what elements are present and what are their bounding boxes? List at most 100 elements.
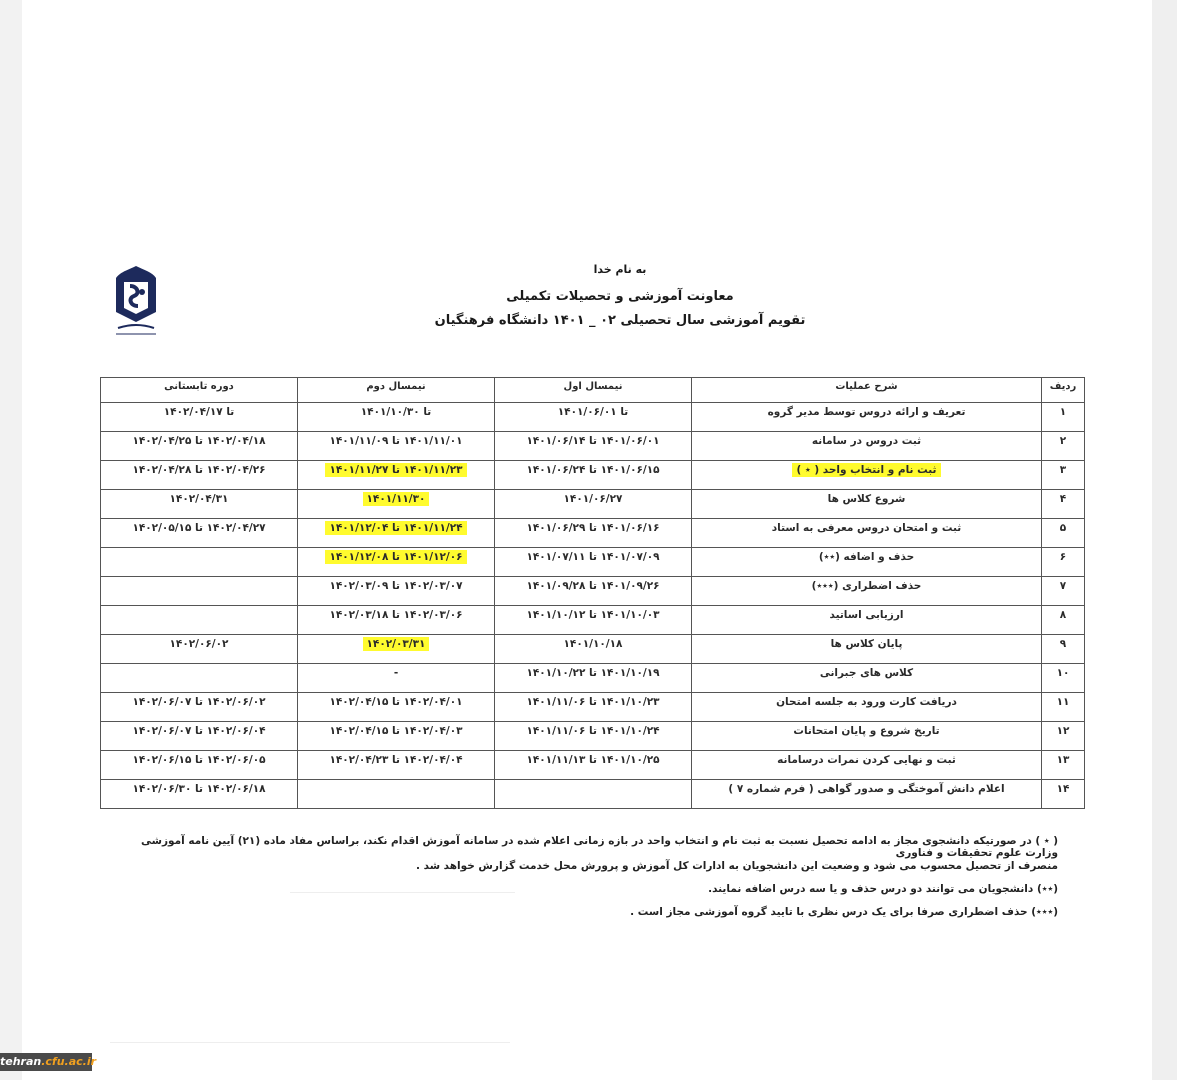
cell-text: ۱۴۰۱/۰۶/۰۱ تا ۱۴۰۱/۰۶/۱۴ — [526, 435, 660, 447]
cell-second-semester: ۱۴۰۱/۱۲/۰۶ تا ۱۴۰۱/۱۲/۰۸ — [297, 547, 495, 577]
cell-second-semester: ۱۴۰۱/۱۱/۰۱ تا ۱۴۰۱/۱۱/۰۹ — [297, 431, 495, 461]
cell-row-number: ۵ — [1041, 518, 1085, 548]
cell-first-semester: ۱۴۰۱/۱۰/۲۵ تا ۱۴۰۱/۱۱/۱۳ — [494, 750, 692, 780]
cell-summer-term: ۱۴۰۲/۰۶/۱۸ تا ۱۴۰۲/۰۶/۳۰ — [100, 779, 298, 809]
cell-summer-term: ۱۴۰۲/۰۴/۱۸ تا ۱۴۰۲/۰۴/۲۵ — [100, 431, 298, 461]
cell-operation-description: ثبت نام و انتخاب واحد ( ٭ ) — [691, 460, 1042, 490]
cell-text: ۱۴۰۱/۱۱/۲۴ تا ۱۴۰۱/۱۲/۰۴ — [325, 521, 467, 535]
cell-text: اعلام دانش آموختگی و صدور گواهی ( فرم شم… — [728, 783, 1005, 795]
cell-text: ۱۴۰۲/۰۶/۰۴ تا ۱۴۰۲/۰۶/۰۷ — [132, 725, 266, 737]
cell-first-semester: ۱۴۰۱/۰۶/۱۵ تا ۱۴۰۱/۰۶/۲۴ — [494, 460, 692, 490]
cell-second-semester: - — [297, 663, 495, 693]
cell-text: ثبت دروس در سامانه — [811, 435, 922, 447]
cell-text: شروع کلاس ها — [827, 493, 906, 505]
cell-summer-term: ۱۴۰۲/۰۶/۰۴ تا ۱۴۰۲/۰۶/۰۷ — [100, 721, 298, 751]
table-row: ۷ حذف اضطراری (٭٭٭) ۱۴۰۱/۰۹/۲۶ تا ۱۴۰۱/۰۹/… — [100, 576, 1085, 606]
table-row: ۲ ثبت دروس در سامانه ۱۴۰۱/۰۶/۰۱ تا ۱۴۰۱/۰۶… — [100, 431, 1085, 461]
table-row: ۸ ارزیابی اساتید ۱۴۰۱/۱۰/۰۳ تا ۱۴۰۱/۱۰/۱۲ ۱… — [100, 605, 1085, 635]
cell-operation-description: پایان کلاس ها — [691, 634, 1042, 664]
footnote-2: (٭٭) دانشجویان می توانند دو درس حذف و یا… — [708, 883, 1058, 895]
cell-first-semester: ۱۴۰۱/۱۰/۲۳ تا ۱۴۰۱/۱۱/۰۶ — [494, 692, 692, 722]
cell-text: ۱۴ — [1056, 783, 1070, 795]
cell-second-semester: ۱۴۰۲/۰۴/۰۳ تا ۱۴۰۲/۰۴/۱۵ — [297, 721, 495, 751]
cell-summer-term: ۱۴۰۲/۰۴/۳۱ — [100, 489, 298, 519]
cell-text: ثبت و نهایی کردن نمرات درسامانه — [777, 754, 956, 766]
cell-text: ۱۴۰۱/۰۶/۲۷ — [563, 493, 623, 505]
cell-text: پایان کلاس ها — [830, 638, 903, 650]
cell-text: ۴ — [1059, 493, 1067, 505]
cell-first-semester: ۱۴۰۱/۰۶/۰۱ تا ۱۴۰۱/۰۶/۱۴ — [494, 431, 692, 461]
cell-text: ۱۴۰۲/۰۴/۰۴ تا ۱۴۰۲/۰۴/۲۳ — [329, 754, 463, 766]
page-margin-right — [1152, 0, 1177, 1080]
column-header-first-semester: نیمسال اول — [494, 377, 692, 403]
cell-row-number: ۱۴ — [1041, 779, 1085, 809]
cell-text: ۱۴۰۲/۰۳/۰۷ تا ۱۴۰۲/۰۳/۰۹ — [329, 580, 463, 592]
cell-text: ۱۴۰۲/۰۶/۰۲ تا ۱۴۰۲/۰۶/۰۷ — [132, 696, 266, 708]
document-title: تقویم آموزشی سال تحصیلی ۰۲ _ ۱۴۰۱ دانشگا… — [434, 313, 806, 328]
cell-first-semester: ۱۴۰۱/۰۷/۰۹ تا ۱۴۰۱/۰۷/۱۱ — [494, 547, 692, 577]
cell-operation-description: شروع کلاس ها — [691, 489, 1042, 519]
cell-text: تعریف و ارائه دروس توسط مدیر گروه — [767, 406, 966, 418]
cell-text: ۱۴۰۱/۱۰/۱۸ — [563, 638, 623, 650]
cell-text: ۱۴۰۲/۰۴/۰۱ تا ۱۴۰۲/۰۴/۱۵ — [329, 696, 463, 708]
table-header-row: ردیف شرح عملیات نیمسال اول نیمسال دوم دوره ت… — [100, 377, 1085, 403]
cell-text: تا ۱۴۰۱/۰۶/۰۱ — [557, 406, 629, 418]
cell-summer-term: ۱۴۰۲/۰۴/۲۶ تا ۱۴۰۲/۰۴/۲۸ — [100, 460, 298, 490]
cell-row-number: ۱ — [1041, 402, 1085, 432]
cell-text: ۱۴۰۲/۰۴/۲۷ تا ۱۴۰۲/۰۵/۱۵ — [132, 522, 266, 534]
cell-first-semester: ۱۴۰۱/۰۹/۲۶ تا ۱۴۰۱/۰۹/۲۸ — [494, 576, 692, 606]
footnote-3: (٭٭٭) حذف اضطراری صرفا برای یک درس نظری … — [630, 906, 1058, 918]
cell-row-number: ۱۰ — [1041, 663, 1085, 693]
cell-text: ۱۴۰۱/۱۲/۰۶ تا ۱۴۰۱/۱۲/۰۸ — [325, 550, 467, 564]
academic-calendar-table: ردیف شرح عملیات نیمسال اول نیمسال دوم دوره ت… — [100, 377, 1085, 809]
cell-text: ۱۴۰۱/۱۰/۲۳ تا ۱۴۰۱/۱۱/۰۶ — [526, 696, 660, 708]
cell-first-semester — [494, 779, 692, 809]
cell-text: ۱۴۰۲/۰۴/۳۱ — [169, 493, 229, 505]
column-header-row-number: ردیف — [1041, 377, 1085, 403]
cell-second-semester: ۱۴۰۲/۰۳/۰۷ تا ۱۴۰۲/۰۳/۰۹ — [297, 576, 495, 606]
scan-artifact-line — [110, 1042, 510, 1043]
cell-first-semester: تا ۱۴۰۱/۰۶/۰۱ — [494, 402, 692, 432]
cell-text: ثبت نام و انتخاب واحد ( ٭ ) — [792, 463, 941, 477]
cell-first-semester: ۱۴۰۱/۱۰/۱۸ — [494, 634, 692, 664]
cell-text: ۱۴۰۲/۰۶/۱۸ تا ۱۴۰۲/۰۶/۳۰ — [132, 783, 266, 795]
cell-text: ۸ — [1059, 609, 1067, 621]
cell-summer-term: ۱۴۰۲/۰۶/۰۵ تا ۱۴۰۲/۰۶/۱۵ — [100, 750, 298, 780]
cell-row-number: ۱۳ — [1041, 750, 1085, 780]
cell-second-semester: ۱۴۰۲/۰۳/۳۱ — [297, 634, 495, 664]
cell-row-number: ۳ — [1041, 460, 1085, 490]
cell-text: ۱۴۰۱/۱۱/۲۳ تا ۱۴۰۱/۱۱/۲۷ — [325, 463, 467, 477]
cell-operation-description: دریافت کارت ورود به جلسه امتحان — [691, 692, 1042, 722]
table-row: ۶ حذف و اضافه (٭٭) ۱۴۰۱/۰۷/۰۹ تا ۱۴۰۱/۰۷/۱… — [100, 547, 1085, 577]
cell-text: ۱۴۰۲/۰۳/۰۶ تا ۱۴۰۲/۰۳/۱۸ — [329, 609, 463, 621]
cell-text: ۱۴۰۲/۰۴/۱۸ تا ۱۴۰۲/۰۴/۲۵ — [132, 435, 266, 447]
cell-summer-term: ۱۴۰۲/۰۶/۰۲ — [100, 634, 298, 664]
cell-second-semester: ۱۴۰۲/۰۴/۰۱ تا ۱۴۰۲/۰۴/۱۵ — [297, 692, 495, 722]
column-header-summer-term: دوره تابستانی — [100, 377, 298, 403]
table-row: ۹ پایان کلاس ها ۱۴۰۱/۱۰/۱۸ ۱۴۰۲/۰۳/۳۱ ۱۴۰۲/۰… — [100, 634, 1085, 664]
header-line-2: معاونت آموزشی و تحصیلات تکمیلی — [506, 289, 734, 304]
cell-operation-description: ثبت دروس در سامانه — [691, 431, 1042, 461]
cell-text: ۱۴۰۱/۱۰/۲۵ تا ۱۴۰۱/۱۱/۱۳ — [526, 754, 660, 766]
footnote-1-line-1: ( ٭ ) در صورتیکه دانشجوی مجاز به ادامه ت… — [141, 835, 1058, 859]
cell-operation-description: کلاس های جبرانی — [691, 663, 1042, 693]
cell-text: ۱۴۰۲/۰۶/۰۵ تا ۱۴۰۲/۰۶/۱۵ — [132, 754, 266, 766]
column-header-second-semester: نیمسال دوم — [297, 377, 495, 403]
cell-text: ۱۴۰۱/۱۱/۳۰ — [362, 492, 430, 506]
table-row: ۴ شروع کلاس ها ۱۴۰۱/۰۶/۲۷ ۱۴۰۱/۱۱/۳۰ ۱۴۰۲/۰۴… — [100, 489, 1085, 519]
cell-text: تا ۱۴۰۱/۱۰/۳۰ — [360, 406, 432, 418]
cell-first-semester: ۱۴۰۱/۱۰/۰۳ تا ۱۴۰۱/۱۰/۱۲ — [494, 605, 692, 635]
cell-operation-description: ثبت و امتحان دروس معرفی به استاد — [691, 518, 1042, 548]
cell-row-number: ۲ — [1041, 431, 1085, 461]
cell-first-semester: ۱۴۰۱/۱۰/۲۴ تا ۱۴۰۱/۱۱/۰۶ — [494, 721, 692, 751]
cell-first-semester: ۱۴۰۱/۰۶/۲۷ — [494, 489, 692, 519]
cell-text: تاریخ شروع و پایان امتحانات — [793, 725, 940, 737]
cell-text: ۱۰ — [1056, 667, 1070, 679]
cell-text: ۱۴۰۱/۰۹/۲۶ تا ۱۴۰۱/۰۹/۲۸ — [526, 580, 660, 592]
cell-second-semester: ۱۴۰۲/۰۳/۰۶ تا ۱۴۰۲/۰۳/۱۸ — [297, 605, 495, 635]
table-row: ۱ تعریف و ارائه دروس توسط مدیر گروه تا ۱۴۰… — [100, 402, 1085, 432]
cell-operation-description: حذف اضطراری (٭٭٭) — [691, 576, 1042, 606]
cell-text: ۱۴۰۲/۰۴/۰۳ تا ۱۴۰۲/۰۴/۱۵ — [329, 725, 463, 737]
cell-text: ارزیابی اساتید — [829, 609, 904, 621]
cell-text: ۲ — [1059, 435, 1067, 447]
